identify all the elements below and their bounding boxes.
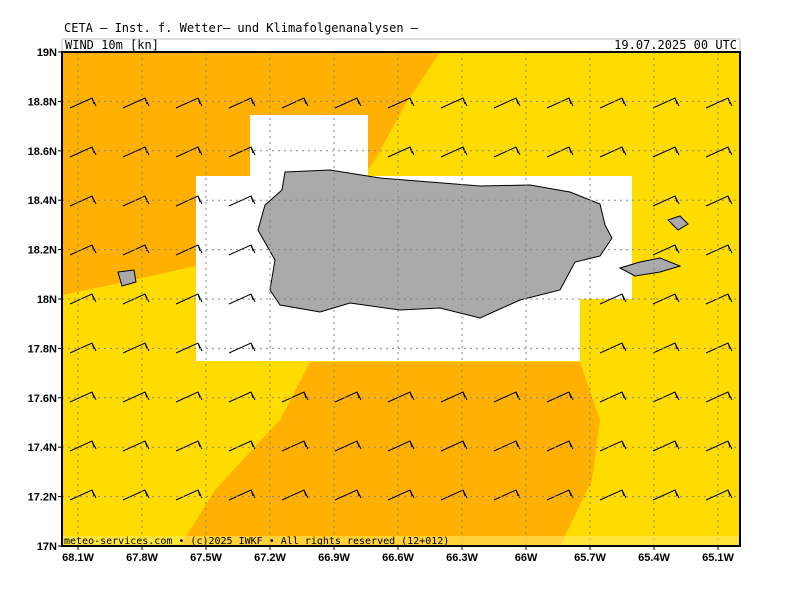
- wind-barb: [281, 391, 309, 403]
- wind-barb: [175, 146, 203, 158]
- wind-barb: [599, 342, 627, 354]
- wind-barb: [69, 440, 97, 452]
- island: [667, 215, 689, 231]
- lon-label: 67.2W: [254, 552, 286, 564]
- wind-barb: [228, 342, 256, 354]
- wind-barb: [652, 244, 680, 256]
- wind-barb: [281, 489, 309, 501]
- header-title: CETA – Inst. f. Wetter– und Klimafolgena…: [64, 21, 419, 35]
- lon-label: 67.5W: [190, 552, 222, 564]
- lat-label: 19N: [37, 47, 57, 59]
- wind-barb: [652, 489, 680, 501]
- wind-barb: [228, 391, 256, 403]
- wind-barb: [387, 146, 415, 158]
- lon-label: 66.3W: [446, 552, 478, 564]
- wind-barb: [652, 440, 680, 452]
- wind-barb: [599, 440, 627, 452]
- wind-barb: [705, 489, 733, 501]
- wind-barb: [705, 391, 733, 403]
- wind-barb: [281, 440, 309, 452]
- wind-barb: [493, 146, 521, 158]
- lat-label: 17.6N: [28, 393, 57, 405]
- wind-barb: [705, 440, 733, 452]
- wind-barb: [69, 489, 97, 501]
- wind-barb: [334, 391, 362, 403]
- wind-barb: [705, 146, 733, 158]
- island: [117, 269, 137, 287]
- date-label: 19.07.2025 00 UTC: [614, 38, 737, 52]
- wind-barb: [493, 97, 521, 109]
- wind-barb: [387, 440, 415, 452]
- island: [257, 169, 613, 319]
- lon-label: 66W: [515, 552, 538, 564]
- wind-barb: [228, 146, 256, 158]
- lat-label: 17N: [37, 541, 57, 553]
- wind-barb: [440, 440, 468, 452]
- wind-barb: [334, 489, 362, 501]
- wind-barb: [652, 293, 680, 305]
- lon-label: 65.7W: [574, 552, 606, 564]
- island: [618, 257, 682, 277]
- wind-barb: [599, 489, 627, 501]
- lat-label: 18.6N: [28, 146, 57, 158]
- footer-band: [62, 536, 740, 546]
- lat-label: 17.4N: [28, 442, 57, 454]
- wind-barb: [175, 195, 203, 207]
- wind-barb: [440, 489, 468, 501]
- wind-barb: [122, 146, 150, 158]
- wind-barb: [546, 97, 574, 109]
- wind-barb: [69, 391, 97, 403]
- wind-barb: [334, 440, 362, 452]
- wind-barb: [122, 489, 150, 501]
- lat-label: 18.4N: [28, 195, 57, 207]
- lat-label: 17.2N: [28, 492, 57, 504]
- wind-barb: [69, 195, 97, 207]
- lat-label: 17.8N: [28, 343, 57, 355]
- wind-barb: [387, 391, 415, 403]
- lon-label: 65.1W: [702, 552, 734, 564]
- wind-barb: [599, 146, 627, 158]
- wind-barb: [228, 97, 256, 109]
- lon-label: 66.6W: [382, 552, 414, 564]
- lon-label: 67.8W: [126, 552, 158, 564]
- wind-barb: [705, 195, 733, 207]
- field-label: WIND_10m [kn]: [65, 38, 159, 52]
- wind-barb: [652, 146, 680, 158]
- wind-barb: [387, 489, 415, 501]
- wind-barb: [122, 440, 150, 452]
- wind-barb: [281, 97, 309, 109]
- wind-barb: [599, 97, 627, 109]
- wind-barb: [652, 195, 680, 207]
- lat-label: 18.8N: [28, 96, 57, 108]
- wind-barb: [122, 195, 150, 207]
- wind-barb: [69, 146, 97, 158]
- lon-label: 65.4W: [638, 552, 670, 564]
- wind-barb: [175, 244, 203, 256]
- wind-barb: [652, 391, 680, 403]
- lon-label: 66.9W: [318, 552, 350, 564]
- lon-label: 68.1W: [62, 552, 94, 564]
- wind-barb: [546, 146, 574, 158]
- wind-barb: [440, 146, 468, 158]
- footer: meteo-services.com • (c)2025 IWKF • All …: [64, 536, 449, 547]
- plot-area: [62, 51, 740, 547]
- lat-label: 18N: [37, 294, 57, 306]
- wind-barb: [175, 97, 203, 109]
- lat-label: 18.2N: [28, 245, 57, 257]
- wind-barb: [228, 195, 256, 207]
- wind-barb: [228, 293, 256, 305]
- wind-barb: [599, 391, 627, 403]
- wind-barb: [599, 293, 627, 305]
- wind-barb: [546, 391, 574, 403]
- wind-barb: [652, 342, 680, 354]
- wind-barb: [228, 244, 256, 256]
